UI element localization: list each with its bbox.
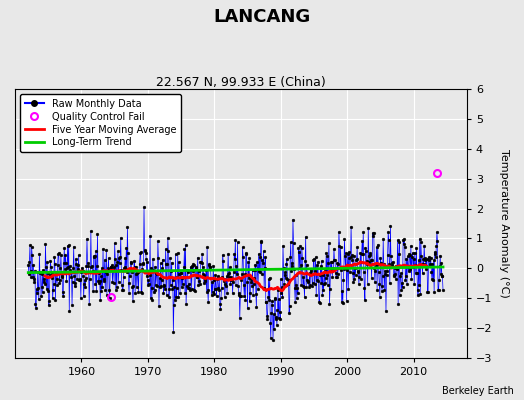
Text: Berkeley Earth: Berkeley Earth bbox=[442, 386, 514, 396]
Y-axis label: Temperature Anomaly (°C): Temperature Anomaly (°C) bbox=[499, 149, 509, 298]
Text: LANCANG: LANCANG bbox=[213, 8, 311, 26]
Title: 22.567 N, 99.933 E (China): 22.567 N, 99.933 E (China) bbox=[156, 76, 326, 89]
Legend: Raw Monthly Data, Quality Control Fail, Five Year Moving Average, Long-Term Tren: Raw Monthly Data, Quality Control Fail, … bbox=[20, 94, 181, 152]
